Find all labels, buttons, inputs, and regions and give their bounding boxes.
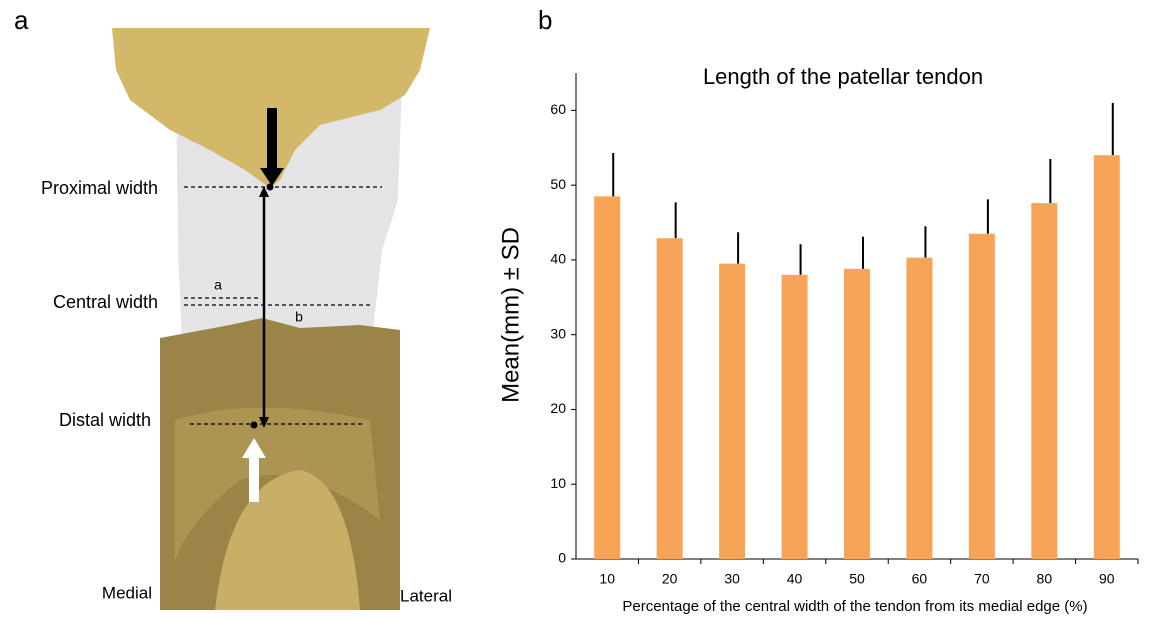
- bar: [657, 238, 683, 559]
- panel-label: b: [538, 5, 552, 35]
- bar: [844, 269, 870, 559]
- y-tick-label: 10: [550, 475, 566, 491]
- bar: [594, 196, 620, 559]
- y-tick-label: 0: [558, 550, 566, 566]
- point: [251, 422, 258, 429]
- x-tick-label: 30: [724, 571, 740, 587]
- x-tick-label: 20: [662, 571, 678, 587]
- bar: [969, 234, 995, 559]
- bar: [1094, 155, 1120, 559]
- side-label: Lateral: [400, 586, 452, 605]
- chart-title: Length of the patellar tendon: [703, 64, 983, 89]
- x-tick-label: 10: [599, 571, 615, 587]
- bar: [719, 264, 745, 559]
- x-axis-label: Percentage of the central width of the t…: [622, 598, 1087, 615]
- width-label: Distal width: [59, 410, 151, 430]
- x-tick-label: 70: [974, 571, 990, 587]
- x-tick-label: 90: [1099, 571, 1115, 587]
- figure: a b Proximal width Central width Distal …: [0, 0, 1149, 618]
- x-tick-label: 60: [912, 571, 928, 587]
- segment-label: a: [214, 277, 222, 293]
- panel-label: a: [14, 5, 29, 35]
- side-label: Medial: [102, 583, 152, 602]
- x-tick-label: 80: [1037, 571, 1053, 587]
- segment-label: b: [295, 309, 303, 325]
- proximal-arrow: [267, 108, 277, 170]
- y-tick-label: 60: [550, 101, 566, 117]
- y-tick-label: 50: [550, 176, 566, 192]
- bar: [782, 275, 808, 559]
- y-axis-label: Mean(mm) ± SD: [497, 227, 524, 403]
- bar: [1031, 203, 1057, 559]
- x-tick-label: 50: [849, 571, 865, 587]
- y-tick-label: 40: [550, 251, 566, 267]
- width-label: Central width: [53, 292, 158, 312]
- width-label: Proximal width: [41, 178, 158, 198]
- distal-arrow: [249, 456, 259, 502]
- y-tick-label: 30: [550, 325, 566, 341]
- x-tick-label: 40: [787, 571, 803, 587]
- y-tick-label: 20: [550, 400, 566, 416]
- illustration: [112, 28, 430, 610]
- bar: [906, 258, 932, 559]
